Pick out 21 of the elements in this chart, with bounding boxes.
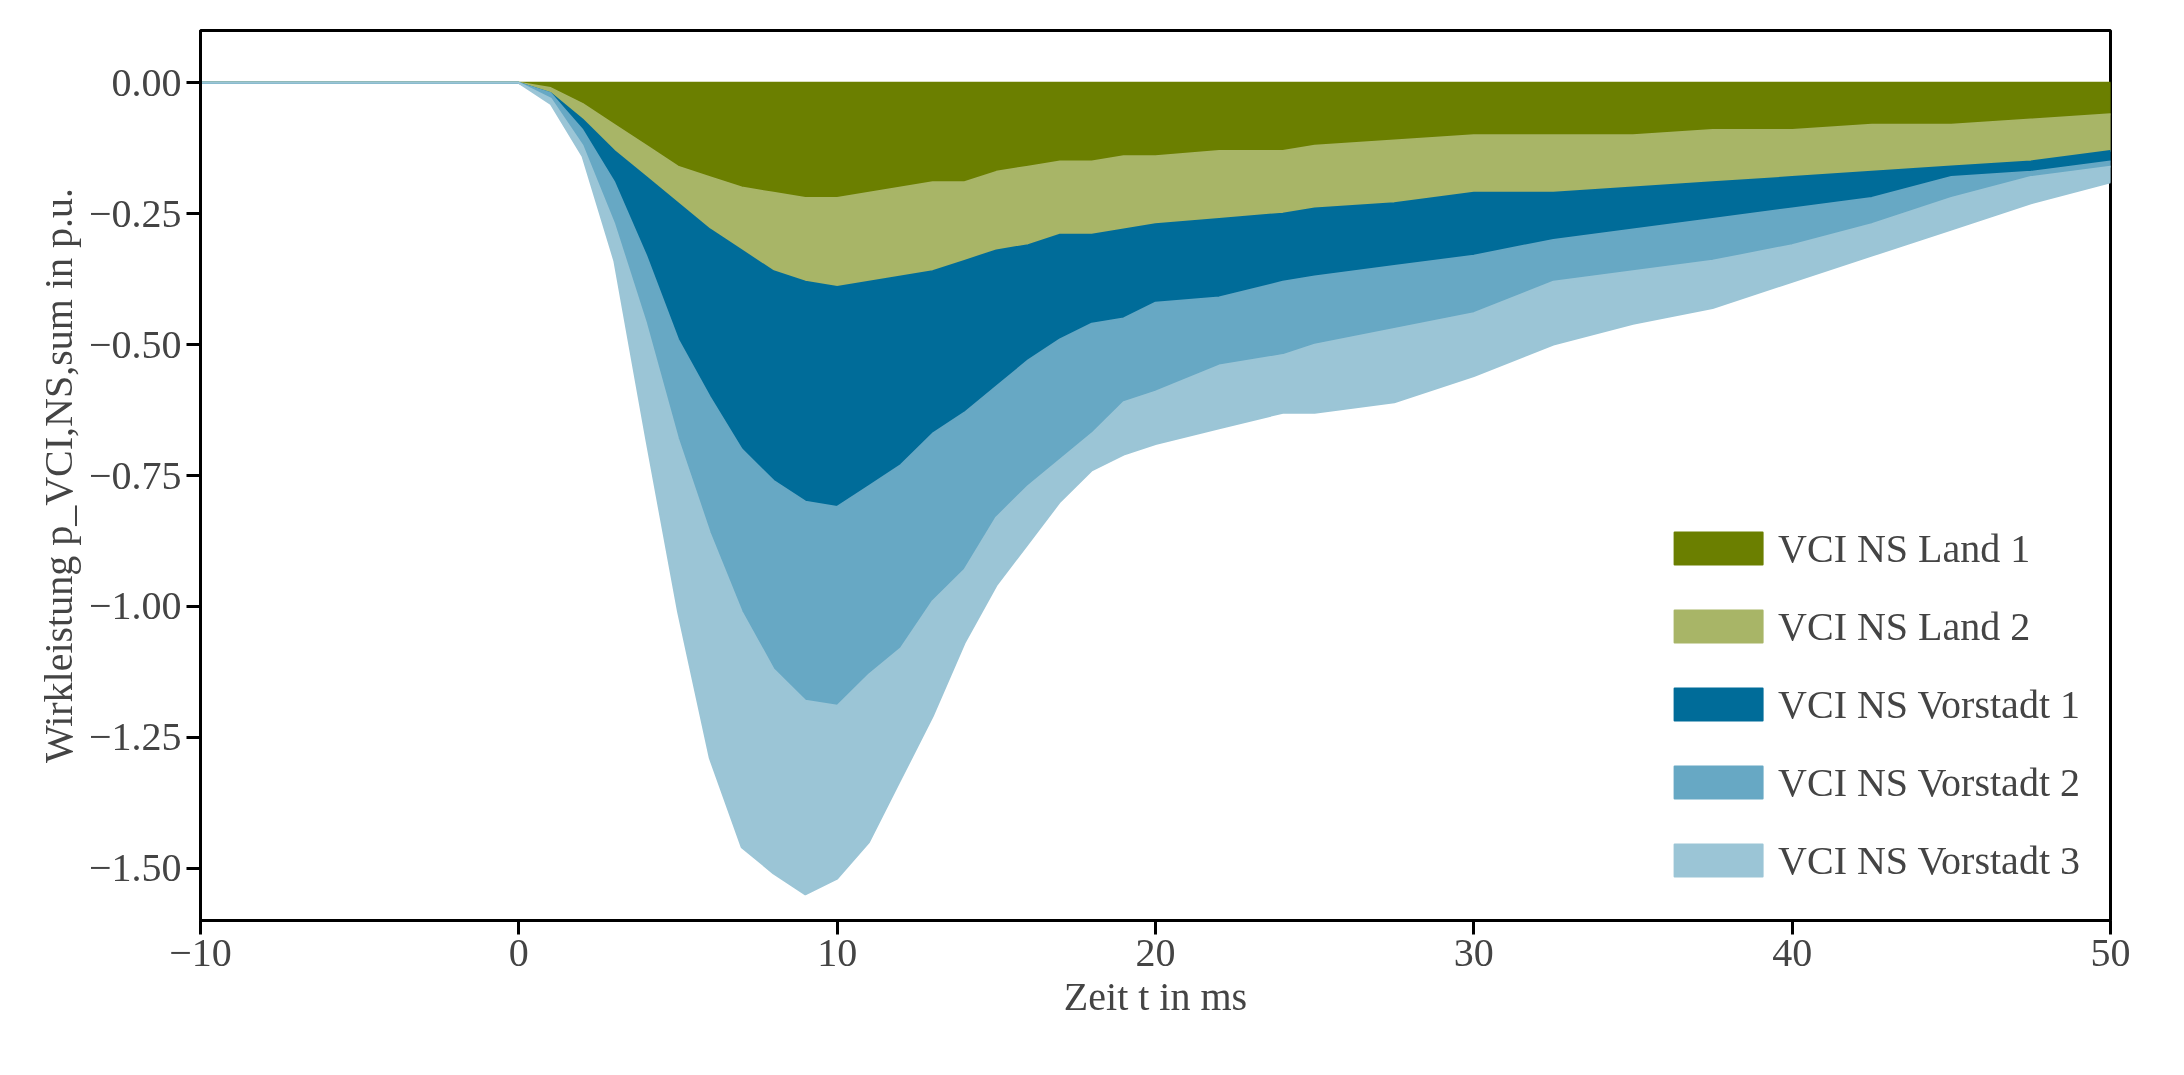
y-tick-label: −1.25	[88, 714, 182, 760]
y-tick-label: −1.00	[88, 583, 182, 629]
x-tick-label: 20	[1135, 929, 1176, 975]
legend-label: VCI NS Land 1	[1778, 524, 2031, 573]
legend-label: VCI NS Vorstadt 2	[1778, 758, 2080, 807]
x-tick-label: 40	[1772, 929, 1813, 975]
y-tick-label: −0.25	[88, 190, 182, 236]
legend-label: VCI NS Vorstadt 1	[1778, 680, 2080, 729]
x-tick-label: 50	[2090, 929, 2131, 975]
y-tick-label: 0.00	[111, 59, 182, 105]
x-tick-label: 10	[817, 929, 858, 975]
legend-label: VCI NS Vorstadt 3	[1778, 836, 2080, 885]
y-tick-label: −0.50	[88, 321, 182, 367]
legend-label: VCI NS Land 2	[1778, 602, 2031, 651]
x-axis-title: Zeit t in ms	[1063, 973, 1248, 1019]
y-axis-title: Wirkleistung p_VCI,NS,sum in p.u.	[35, 187, 81, 764]
x-tick-label: −10	[169, 929, 232, 975]
y-tick-label: −1.50	[88, 845, 182, 891]
y-tick-label: −0.75	[88, 452, 182, 498]
x-tick-label: 0	[508, 929, 529, 975]
x-tick-label: 30	[1453, 929, 1494, 975]
